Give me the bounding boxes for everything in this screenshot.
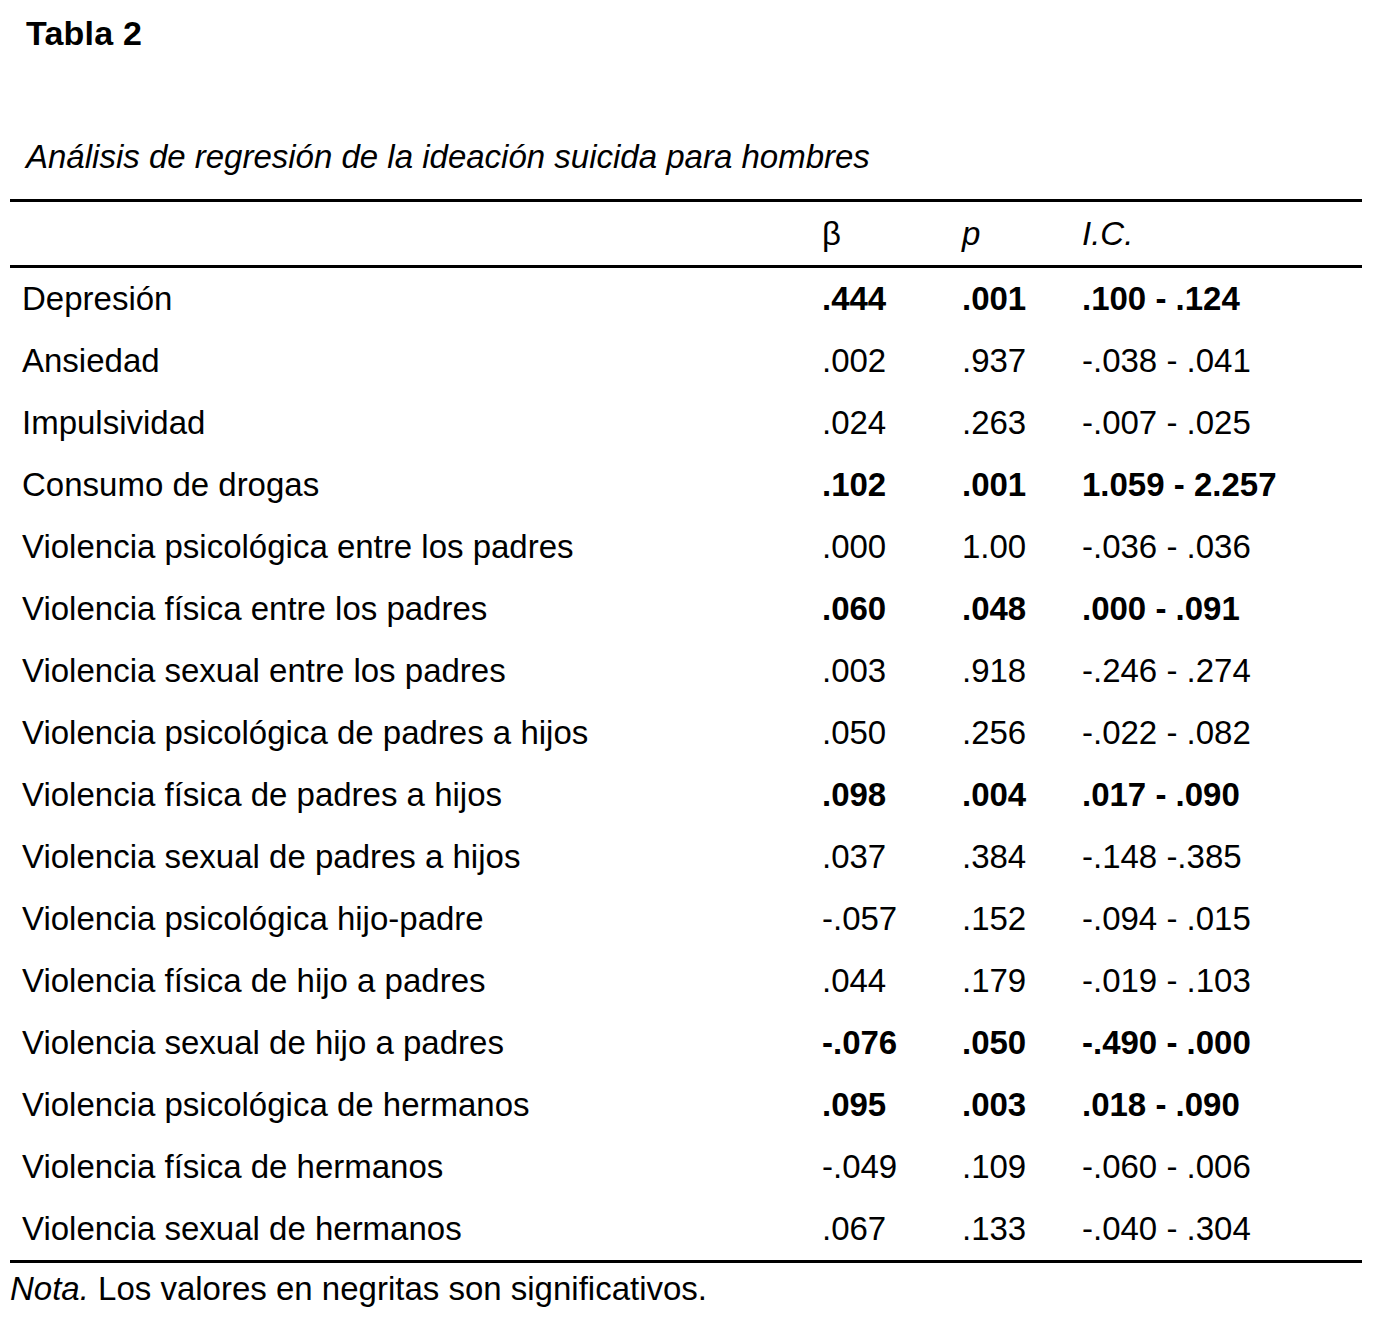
row-p-value: .003: [962, 1086, 1082, 1124]
table-row: Violencia sexual entre los padres.003.91…: [10, 640, 1362, 702]
table-note: Nota. Los valores en negritas son signif…: [10, 1270, 707, 1308]
row-ic-value: -.246 - .274: [1082, 652, 1362, 690]
row-p-value: .256: [962, 714, 1082, 752]
row-p-value: .937: [962, 342, 1082, 380]
table-bottom-rule: [10, 1260, 1362, 1263]
table-row: Violencia psicológica hijo-padre-.057.15…: [10, 888, 1362, 950]
row-beta-value: -.076: [822, 1024, 962, 1062]
table-row: Violencia psicológica de padres a hijos.…: [10, 702, 1362, 764]
row-beta-value: .024: [822, 404, 962, 442]
note-label: Nota.: [10, 1270, 89, 1307]
row-beta-value: .050: [822, 714, 962, 752]
row-label: Violencia sexual de hijo a padres: [10, 1024, 822, 1062]
row-p-value: .384: [962, 838, 1082, 876]
table-row: Impulsividad.024.263-.007 - .025: [10, 392, 1362, 454]
row-beta-value: .003: [822, 652, 962, 690]
regression-table: β p I.C. Depresión.444.001.100 - .124Ans…: [10, 199, 1362, 1263]
row-ic-value: -.094 - .015: [1082, 900, 1362, 938]
row-beta-value: .444: [822, 280, 962, 318]
row-beta-value: -.057: [822, 900, 962, 938]
row-ic-value: .100 - .124: [1082, 280, 1362, 318]
row-label: Violencia psicológica de padres a hijos: [10, 714, 822, 752]
row-beta-value: .044: [822, 962, 962, 1000]
row-ic-value: -.019 - .103: [1082, 962, 1362, 1000]
row-label: Violencia sexual entre los padres: [10, 652, 822, 690]
row-ic-value: -.060 - .006: [1082, 1148, 1362, 1186]
row-p-value: 1.00: [962, 528, 1082, 566]
row-label: Violencia física entre los padres: [10, 590, 822, 628]
row-beta-value: .067: [822, 1210, 962, 1248]
row-ic-value: .000 - .091: [1082, 590, 1362, 628]
row-label: Violencia física de hermanos: [10, 1148, 822, 1186]
table-row: Consumo de drogas.102.0011.059 - 2.257: [10, 454, 1362, 516]
row-ic-value: -.022 - .082: [1082, 714, 1362, 752]
table-row: Violencia psicológica de hermanos.095.00…: [10, 1074, 1362, 1136]
row-ic-value: -.148 -.385: [1082, 838, 1362, 876]
row-ic-value: -.038 - .041: [1082, 342, 1362, 380]
row-ic-value: -.490 - .000: [1082, 1024, 1362, 1062]
row-beta-value: .098: [822, 776, 962, 814]
table-row: Violencia física de hijo a padres.044.17…: [10, 950, 1362, 1012]
table-row: Ansiedad.002.937-.038 - .041: [10, 330, 1362, 392]
header-beta: β: [822, 215, 962, 253]
header-ic: I.C.: [1082, 215, 1362, 253]
row-beta-value: .002: [822, 342, 962, 380]
table-body: Depresión.444.001.100 - .124Ansiedad.002…: [10, 268, 1362, 1260]
row-ic-value: 1.059 - 2.257: [1082, 466, 1362, 504]
header-p: p: [962, 215, 1082, 253]
note-text: Los valores en negritas son significativ…: [89, 1270, 707, 1307]
row-label: Violencia sexual de hermanos: [10, 1210, 822, 1248]
table-row: Depresión.444.001.100 - .124: [10, 268, 1362, 330]
table-caption: Análisis de regresión de la ideación sui…: [26, 138, 870, 176]
row-beta-value: .037: [822, 838, 962, 876]
row-label: Violencia sexual de padres a hijos: [10, 838, 822, 876]
table-header-row: β p I.C.: [10, 202, 1362, 265]
row-p-value: .263: [962, 404, 1082, 442]
row-beta-value: .000: [822, 528, 962, 566]
row-p-value: .001: [962, 280, 1082, 318]
row-label: Violencia física de hijo a padres: [10, 962, 822, 1000]
row-label: Violencia física de padres a hijos: [10, 776, 822, 814]
row-p-value: .918: [962, 652, 1082, 690]
row-p-value: .133: [962, 1210, 1082, 1248]
table-row: Violencia sexual de hijo a padres-.076.0…: [10, 1012, 1362, 1074]
row-p-value: .152: [962, 900, 1082, 938]
row-beta-value: .060: [822, 590, 962, 628]
table-row: Violencia física de hermanos-.049.109-.0…: [10, 1136, 1362, 1198]
row-label: Depresión: [10, 280, 822, 318]
row-p-value: .048: [962, 590, 1082, 628]
row-ic-value: .017 - .090: [1082, 776, 1362, 814]
table-row: Violencia física entre los padres.060.04…: [10, 578, 1362, 640]
table-title: Tabla 2: [26, 14, 142, 53]
row-label: Ansiedad: [10, 342, 822, 380]
row-beta-value: .102: [822, 466, 962, 504]
row-p-value: .179: [962, 962, 1082, 1000]
row-ic-value: -.036 - .036: [1082, 528, 1362, 566]
row-label: Violencia psicológica entre los padres: [10, 528, 822, 566]
row-p-value: .109: [962, 1148, 1082, 1186]
row-label: Violencia psicológica hijo-padre: [10, 900, 822, 938]
row-p-value: .050: [962, 1024, 1082, 1062]
row-p-value: .001: [962, 466, 1082, 504]
table-row: Violencia sexual de hermanos.067.133-.04…: [10, 1198, 1362, 1260]
row-beta-value: .095: [822, 1086, 962, 1124]
table-row: Violencia psicológica entre los padres.0…: [10, 516, 1362, 578]
table-row: Violencia física de padres a hijos.098.0…: [10, 764, 1362, 826]
row-ic-value: -.007 - .025: [1082, 404, 1362, 442]
row-label: Consumo de drogas: [10, 466, 822, 504]
table-row: Violencia sexual de padres a hijos.037.3…: [10, 826, 1362, 888]
row-label: Impulsividad: [10, 404, 822, 442]
row-ic-value: .018 - .090: [1082, 1086, 1362, 1124]
row-label: Violencia psicológica de hermanos: [10, 1086, 822, 1124]
row-ic-value: -.040 - .304: [1082, 1210, 1362, 1248]
row-beta-value: -.049: [822, 1148, 962, 1186]
row-p-value: .004: [962, 776, 1082, 814]
